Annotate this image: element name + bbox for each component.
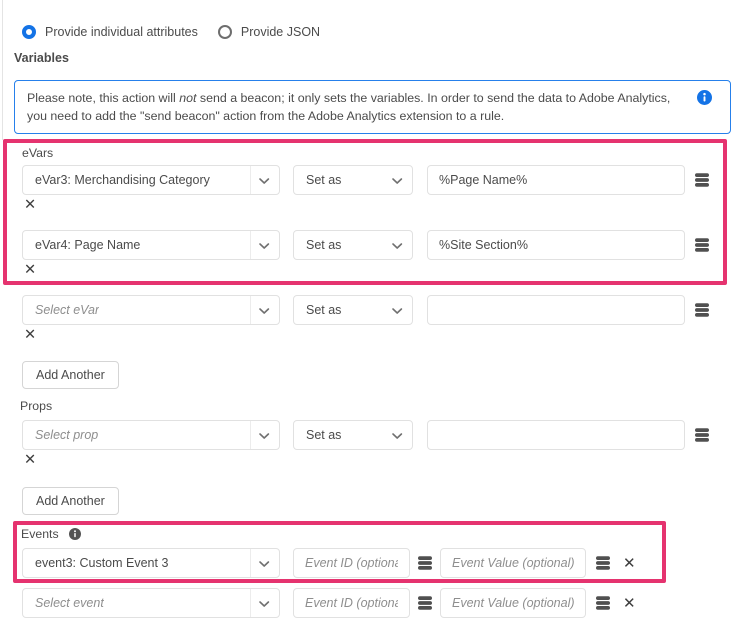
remove-event-button[interactable]: ✕: [623, 555, 636, 572]
evars-highlight-box: [3, 139, 727, 285]
info-icon[interactable]: [697, 90, 712, 105]
remove-event-button[interactable]: ✕: [623, 595, 636, 612]
evar-row: eVar3: Merchandising Category Set as: [22, 165, 711, 195]
select-divider: [250, 166, 251, 194]
select-divider: [250, 549, 251, 577]
variables-heading: Variables: [14, 51, 69, 65]
radio-unselected-icon: [217, 25, 232, 39]
radio-provide-json[interactable]: Provide JSON: [217, 25, 321, 39]
select-divider: [250, 296, 251, 324]
data-element-icon[interactable]: [693, 301, 711, 319]
chevron-down-icon: [259, 561, 270, 567]
props-heading: Props: [20, 399, 53, 413]
select-divider: [250, 589, 251, 617]
remove-evar-button[interactable]: ✕: [24, 262, 37, 278]
event-value-input[interactable]: [440, 588, 586, 618]
data-element-icon[interactable]: [594, 554, 612, 572]
notice-text: Please note, this action will not send a…: [27, 91, 671, 123]
radio-individual-label: Provide individual attributes: [45, 25, 198, 39]
evar-select-placeholder: Select eVar: [35, 303, 100, 317]
radio-json-label: Provide JSON: [240, 25, 321, 39]
evar-select-value: eVar4: Page Name: [35, 238, 141, 252]
chevron-down-icon: [259, 178, 270, 184]
evar-action-select[interactable]: Set as: [293, 165, 413, 195]
evars-heading: eVars: [22, 146, 54, 160]
events-heading: Events: [21, 527, 59, 541]
event-select-value: event3: Custom Event 3: [35, 556, 169, 570]
attribute-mode-radio-group: Provide individual attributes Provide JS…: [22, 25, 320, 39]
radio-selected-icon: [22, 25, 36, 39]
event-id-input[interactable]: [293, 588, 410, 618]
beacon-notice-box: Please note, this action will not send a…: [14, 80, 731, 134]
remove-prop-button[interactable]: ✕: [24, 452, 37, 468]
prop-row: Select prop Set as: [22, 420, 711, 450]
chevron-down-icon: [259, 433, 270, 439]
evar-select[interactable]: eVar4: Page Name: [22, 230, 280, 260]
prop-action-select[interactable]: Set as: [293, 420, 413, 450]
events-heading-row: Events: [21, 527, 81, 541]
data-element-icon[interactable]: [693, 236, 711, 254]
evar-value-input[interactable]: [427, 165, 685, 195]
remove-evar-button[interactable]: ✕: [24, 327, 37, 343]
prop-select[interactable]: Select prop: [22, 420, 280, 450]
events-info-icon[interactable]: [68, 528, 81, 540]
evar-value-input[interactable]: [427, 230, 685, 260]
evar-action-select[interactable]: Set as: [293, 295, 413, 325]
evar-select-value: eVar3: Merchandising Category: [35, 173, 210, 187]
chevron-down-icon: [392, 178, 403, 184]
remove-evar-button[interactable]: ✕: [24, 197, 37, 213]
prop-action-value: Set as: [306, 428, 342, 442]
chevron-down-icon: [259, 308, 270, 314]
prop-select-placeholder: Select prop: [35, 428, 99, 442]
select-divider: [250, 231, 251, 259]
event-select[interactable]: event3: Custom Event 3: [22, 548, 280, 578]
chevron-down-icon: [392, 433, 403, 439]
select-divider: [250, 421, 251, 449]
evar-select[interactable]: eVar3: Merchandising Category: [22, 165, 280, 195]
evar-action-value: Set as: [306, 303, 342, 317]
evar-action-value: Set as: [306, 173, 342, 187]
data-element-icon[interactable]: [693, 171, 711, 189]
add-another-evar-button[interactable]: Add Another: [22, 361, 119, 389]
chevron-down-icon: [392, 308, 403, 314]
add-another-prop-button[interactable]: Add Another: [22, 487, 119, 515]
evar-value-input[interactable]: [427, 295, 685, 325]
evar-action-select[interactable]: Set as: [293, 230, 413, 260]
data-element-icon[interactable]: [693, 426, 711, 444]
evar-select[interactable]: Select eVar: [22, 295, 280, 325]
radio-provide-individual-attributes[interactable]: Provide individual attributes: [22, 25, 198, 39]
evar-row: eVar4: Page Name Set as: [22, 230, 711, 260]
event-id-input[interactable]: [293, 548, 410, 578]
evar-action-value: Set as: [306, 238, 342, 252]
chevron-down-icon: [259, 601, 270, 607]
event-value-input[interactable]: [440, 548, 586, 578]
data-element-icon[interactable]: [594, 594, 612, 612]
event-select[interactable]: Select event: [22, 588, 280, 618]
chevron-down-icon: [259, 243, 270, 249]
chevron-down-icon: [392, 243, 403, 249]
prop-value-input[interactable]: [427, 420, 685, 450]
event-select-placeholder: Select event: [35, 596, 104, 610]
data-element-icon[interactable]: [416, 594, 434, 612]
panel-edge-divider: [2, 0, 3, 140]
event-row: Select event ✕: [22, 588, 636, 618]
event-row: event3: Custom Event 3 ✕: [22, 548, 636, 578]
evar-row: Select eVar Set as: [22, 295, 711, 325]
data-element-icon[interactable]: [416, 554, 434, 572]
